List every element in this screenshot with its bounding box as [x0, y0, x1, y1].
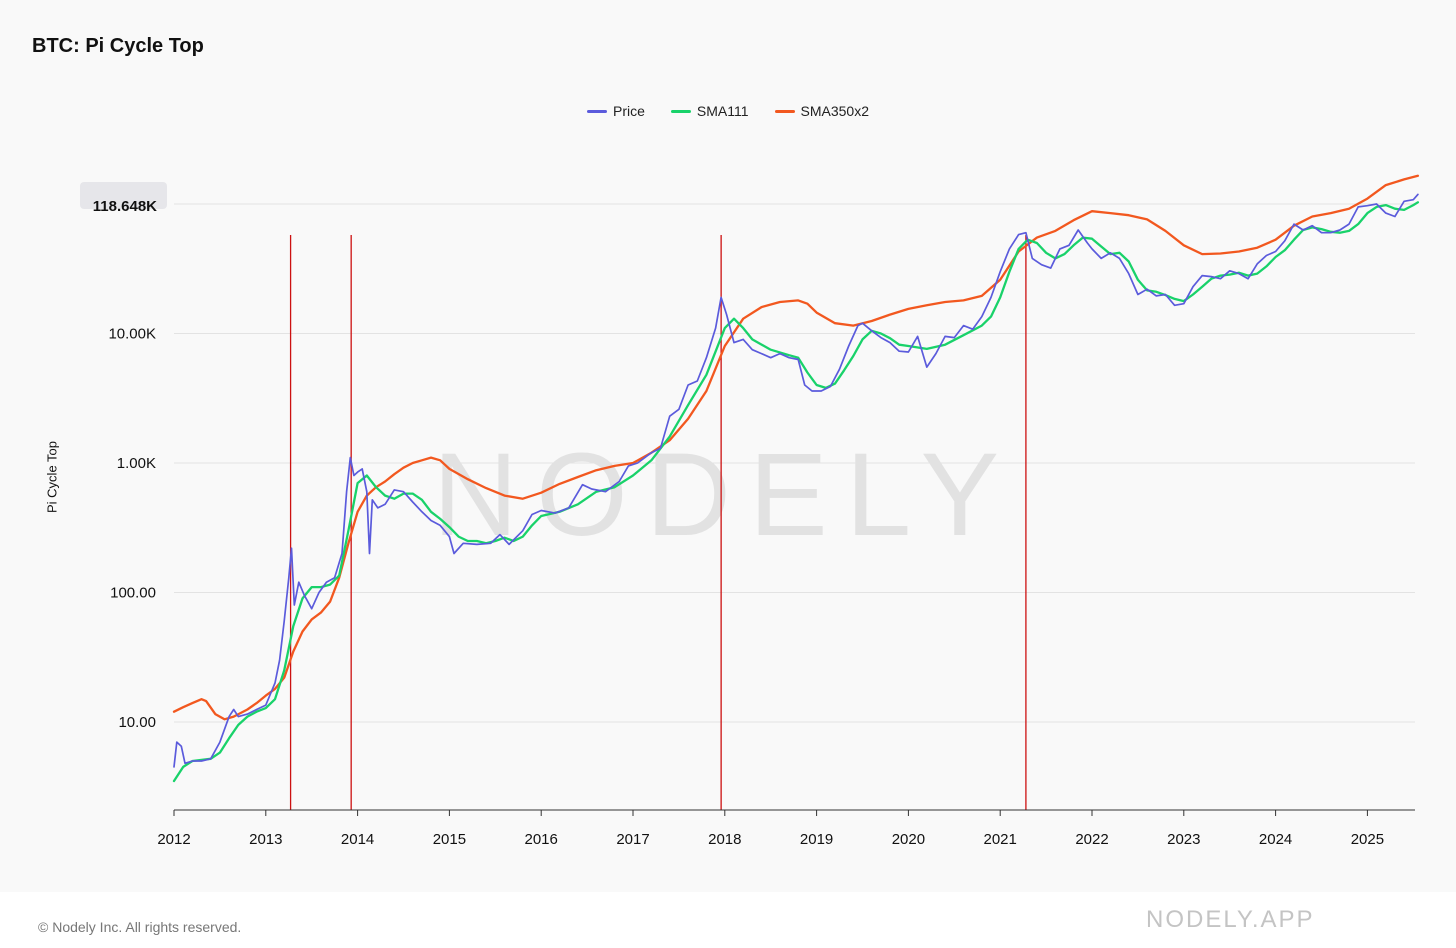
x-tick-label: 2024 — [1259, 831, 1292, 848]
legend-label-price: Price — [612, 103, 645, 119]
legend-swatch-sma111 — [670, 109, 691, 113]
y-tick-label: 10.00K — [108, 326, 156, 343]
copyright-text: © Nodely Inc. All rights reserved. — [38, 919, 242, 935]
x-tick-label: 2023 — [1167, 831, 1200, 848]
x-tick-label: 2020 — [892, 831, 925, 848]
chart-svg: NODELY 10.00100.001.00K10.00K100.00K2012… — [80, 174, 1420, 848]
series-lines — [172, 174, 1420, 783]
legend: Price SMA111 SMA350x2 — [0, 103, 1456, 119]
legend-item-sma350x2[interactable]: SMA350x2 — [774, 103, 869, 119]
x-tick-label: 2013 — [249, 831, 282, 848]
x-tick-label: 2018 — [708, 831, 741, 848]
brand-logo-text: NODELY.APP — [1146, 906, 1315, 933]
last-value-badge-bg — [80, 182, 167, 209]
last-value-badge: 118.648K — [80, 182, 167, 215]
y-tick-label: 10.00 — [118, 714, 156, 731]
y-tick-label: 1.00K — [117, 455, 156, 472]
signal-lines — [289, 235, 1027, 810]
legend-item-price[interactable]: Price — [586, 103, 645, 119]
legend-swatch-price — [586, 109, 607, 113]
grid-lines — [174, 203, 1415, 723]
x-tick-label: 2015 — [433, 831, 466, 848]
chart-title: BTC: Pi Cycle Top — [32, 35, 204, 57]
y-tick-label: 100.00 — [110, 585, 156, 602]
last-value-label: 118.648K — [93, 198, 157, 215]
x-tick-label: 2019 — [800, 831, 833, 848]
x-tick-label: 2025 — [1351, 831, 1384, 848]
series-line-price — [173, 193, 1419, 768]
chart-panel — [0, 0, 1456, 892]
x-tick-label: 2014 — [341, 831, 374, 848]
series-line-sma111 — [172, 201, 1420, 783]
x-tick-label: 2022 — [1075, 831, 1108, 848]
legend-swatch-sma350x2 — [774, 109, 795, 113]
series-line-sma350x2 — [172, 174, 1420, 721]
legend-label-sma111: SMA111 — [696, 103, 749, 119]
legend-label-sma350x2: SMA350x2 — [800, 103, 869, 119]
x-tick-label: 2016 — [525, 831, 558, 848]
x-tick-label: 2021 — [984, 831, 1017, 848]
legend-item-sma111[interactable]: SMA111 — [670, 103, 749, 119]
watermark-text: NODELY — [433, 429, 1018, 561]
x-tick-label: 2017 — [616, 831, 649, 848]
x-tick-label: 2012 — [157, 831, 190, 848]
